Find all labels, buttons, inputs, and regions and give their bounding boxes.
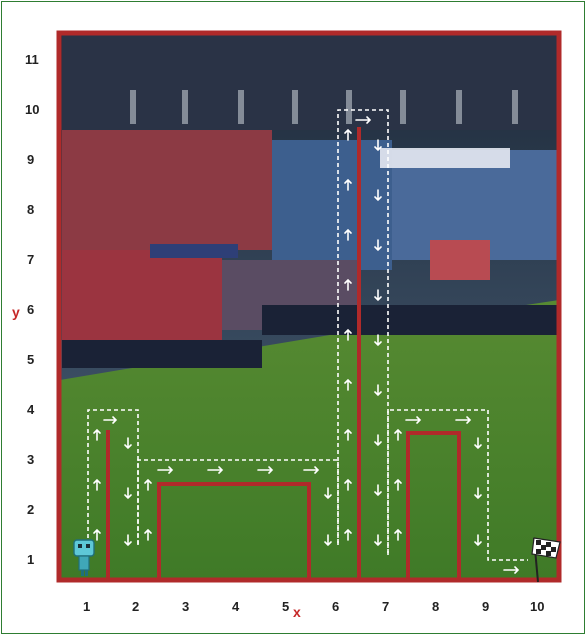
robot-icon[interactable] bbox=[73, 539, 95, 576]
y-tick: 10 bbox=[25, 102, 39, 117]
y-tick: 6 bbox=[27, 302, 34, 317]
direction-arrows bbox=[93, 116, 520, 574]
y-tick: 11 bbox=[25, 52, 39, 67]
x-tick: 5 bbox=[282, 599, 289, 614]
x-tick: 6 bbox=[332, 599, 339, 614]
y-axis-letter: y bbox=[12, 304, 20, 320]
x-tick: 9 bbox=[482, 599, 489, 614]
y-tick: 2 bbox=[27, 502, 34, 517]
banner-strip bbox=[62, 148, 559, 368]
x-tick: 4 bbox=[232, 599, 240, 614]
x-tick: 1 bbox=[83, 599, 90, 614]
y-tick: 5 bbox=[27, 352, 34, 367]
x-tick: 3 bbox=[182, 599, 189, 614]
maze-walls bbox=[56, 30, 562, 583]
wall-2 bbox=[157, 482, 311, 582]
checkered-flag-icon[interactable] bbox=[531, 537, 561, 583]
x-tick: 7 bbox=[382, 599, 389, 614]
x-axis-letter: x bbox=[293, 604, 301, 620]
x-tick: 8 bbox=[432, 599, 439, 614]
solution-path bbox=[87, 109, 528, 561]
y-tick: 7 bbox=[27, 252, 34, 267]
y-tick: 4 bbox=[27, 402, 35, 417]
wall-4 bbox=[406, 431, 461, 582]
x-tick: 10 bbox=[530, 599, 544, 614]
y-tick: 8 bbox=[27, 202, 34, 217]
x-tick: 2 bbox=[132, 599, 139, 614]
y-tick: 3 bbox=[27, 452, 34, 467]
y-axis: 1 2 3 4 5 6 7 8 9 10 11 y bbox=[12, 52, 39, 567]
y-tick: 1 bbox=[27, 552, 34, 567]
y-tick: 9 bbox=[27, 152, 34, 167]
pillars bbox=[130, 90, 518, 124]
x-axis: 1 2 3 4 5 6 7 8 9 10 x bbox=[83, 599, 544, 620]
